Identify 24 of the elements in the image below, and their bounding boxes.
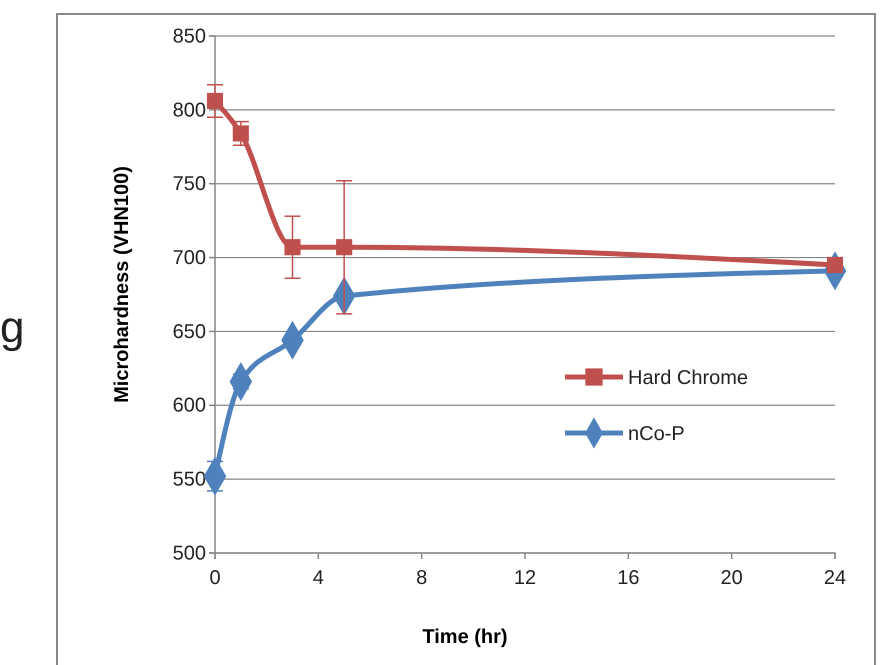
x-tick-label: 16 [617, 567, 640, 589]
x-tick-label: 24 [824, 567, 846, 589]
y-tick-label: 850 [172, 25, 206, 48]
x-axis-title: Time (hr) [422, 626, 508, 648]
legend-label: nCo-P [628, 423, 685, 445]
point [336, 239, 352, 256]
y-axis-title: Microhardness (VHN100) [111, 166, 133, 403]
x-tick-label: 8 [416, 567, 428, 589]
y-tick-label: 550 [172, 468, 206, 491]
point [284, 239, 301, 256]
y-tick-label: 500 [172, 542, 206, 564]
y-tick-label: 700 [172, 246, 206, 269]
y-tick-label: 600 [172, 394, 206, 417]
x-tick-label: 20 [720, 567, 743, 589]
y-tick-label: 750 [172, 173, 206, 196]
point [232, 125, 249, 142]
x-tick-label: 0 [209, 567, 221, 589]
text: g [0, 303, 24, 352]
legend-label: Hard Chrome [628, 367, 748, 389]
y-tick-label: 650 [172, 320, 206, 343]
x-tick-label: 4 [312, 567, 324, 589]
y-tick-label: 800 [172, 99, 206, 122]
point [206, 92, 224, 110]
x-tick-label: 12 [514, 567, 536, 589]
